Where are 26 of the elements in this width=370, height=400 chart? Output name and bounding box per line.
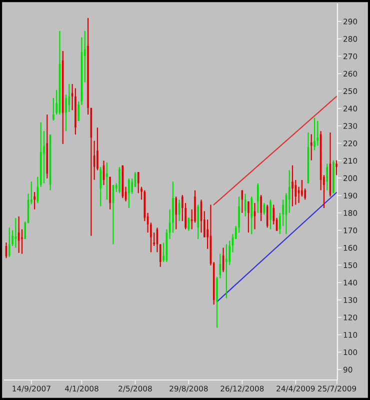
candlestick [137,171,140,194]
candlestick [175,196,178,230]
candlestick [260,194,262,222]
candlestick [197,204,200,240]
candlestick [226,244,228,299]
candlestick [216,276,218,328]
candlestick [310,134,312,161]
candlestick [326,163,328,191]
candlestick [131,178,133,194]
candlestick [292,164,294,207]
candlestick [106,162,108,200]
candlestick [248,200,250,234]
candlestick [128,178,130,209]
candlestick [21,228,23,254]
candlestick [314,117,316,151]
candlestick [8,227,10,258]
candlestick [270,199,272,230]
candlestick [34,191,36,210]
candlestick [336,160,338,176]
candlestick [100,166,102,207]
candlestick [52,97,54,122]
candlestick [250,196,253,235]
candlestick [118,166,120,194]
candlestick [219,253,222,279]
candlestick [257,182,259,214]
candlestick [87,17,89,116]
